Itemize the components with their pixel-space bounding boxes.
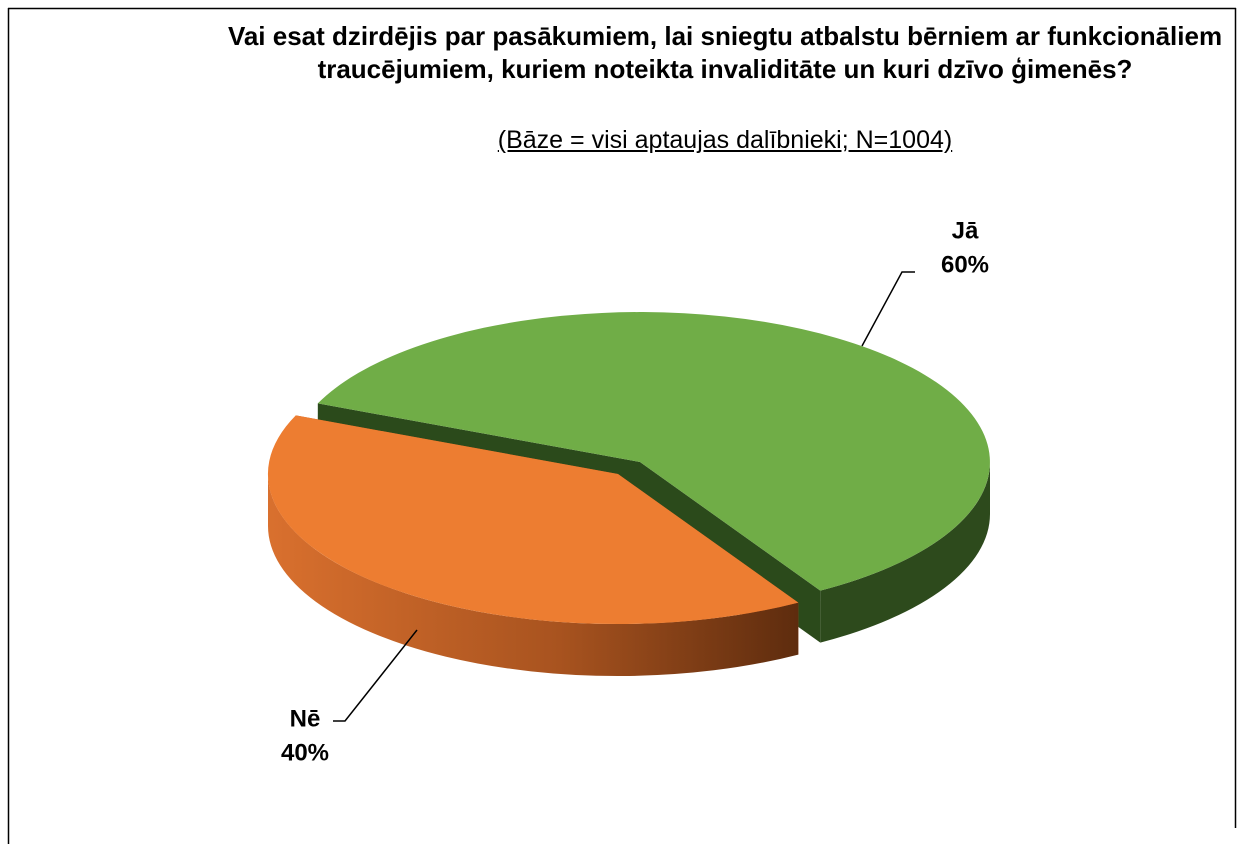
slice-side <box>820 462 990 643</box>
slice-side <box>267 474 799 677</box>
pie-slice <box>267 415 799 625</box>
data-label-category: Jā <box>952 217 979 244</box>
chart-subtitle: (Bāze = visi aptaujas dalībnieki; N=1004… <box>497 126 953 154</box>
chart-title: Vai esat dzirdējis par pasākumiem, lai s… <box>227 21 1223 84</box>
data-label-value: 60% <box>941 251 989 278</box>
leader-line <box>861 271 915 347</box>
leader-line <box>333 629 418 722</box>
data-label-category: Nē <box>290 705 321 732</box>
pie-slice <box>317 312 990 591</box>
data-label-value: 40% <box>281 739 329 766</box>
